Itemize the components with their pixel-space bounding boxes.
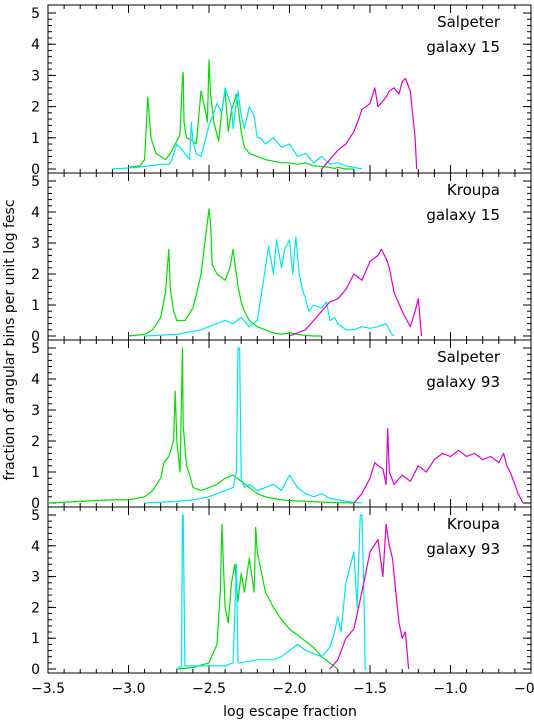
panel-annotation: Kroupa (447, 181, 500, 199)
y-tick-label: 2 (31, 600, 40, 616)
panels-group: 0 1 2 3 4 5 Salpeter galaxy 15 0 1 2 3 4 5 Kroupa galax… (31, 4, 534, 697)
panel-annotation: galaxy 15 (426, 206, 500, 224)
y-tick-label: 5 (31, 508, 40, 524)
panel-annotation: galaxy 93 (426, 540, 500, 558)
series-line (112, 87, 363, 170)
panel-2: 0 1 2 3 4 5 Kroupa galaxy 15 (31, 172, 532, 345)
y-tick-label: 1 (31, 298, 40, 314)
x-tick-label: −0.5 (514, 681, 534, 697)
y-tick-label: 2 (31, 100, 40, 116)
series-line (289, 248, 423, 337)
y-tick-label: 4 (31, 539, 40, 555)
panel-3: 0 1 2 3 4 5 Salpeter galaxy 93 (31, 339, 532, 512)
y-axis-label: fraction of angular bins per unit log fe… (2, 199, 18, 480)
y-tick-label: 5 (31, 6, 40, 22)
x-tick-label: −3.5 (31, 681, 65, 697)
y-tick-label: 4 (31, 205, 40, 221)
y-tick-label: 1 (31, 631, 40, 647)
x-tick-label: −2.5 (192, 681, 226, 697)
y-tick-label: 0 (31, 162, 40, 178)
y-tick-label: 1 (31, 131, 40, 147)
panel-4: 0 1 2 3 4 5 −3.5 −3.0 −2.5 −2.0 −1.5 −1.0 −0.5 Kroupa… (31, 506, 534, 697)
panel-annotation: galaxy 15 (426, 38, 500, 56)
y-tick-label: 3 (31, 403, 40, 419)
y-tick-label: 0 (31, 329, 40, 345)
y-tick-label: 2 (31, 267, 40, 283)
y-tick-label: 5 (31, 341, 40, 357)
series-line (329, 523, 410, 670)
y-tick-label: 3 (31, 236, 40, 252)
y-tick-label: 4 (31, 37, 40, 53)
y-tick-label: 2 (31, 434, 40, 450)
series-line (321, 77, 418, 170)
y-tick-label: 4 (31, 372, 40, 388)
series-line (128, 59, 354, 170)
y-tick-label: 5 (31, 174, 40, 190)
x-tick-label: −3.0 (112, 681, 146, 697)
panel-annotation: galaxy 93 (426, 373, 500, 391)
y-tick-label: 1 (31, 465, 40, 481)
series-line (176, 523, 339, 670)
y-tick-label: 0 (31, 662, 40, 678)
x-tick-label: −1.5 (353, 681, 387, 697)
series-line (144, 236, 395, 337)
y-tick-label: 3 (31, 68, 40, 84)
panel-annotation: Salpeter (437, 348, 501, 366)
x-tick-label: −2.0 (273, 681, 307, 697)
x-axis-label: log escape fraction (223, 704, 357, 720)
panel-annotation: Kroupa (447, 515, 500, 533)
x-tick-label: −1.0 (434, 681, 468, 697)
panel-1: 0 1 2 3 4 5 Salpeter galaxy 15 (31, 4, 532, 178)
series-line (144, 347, 362, 504)
panel-annotation: Salpeter (437, 13, 501, 31)
series-line (47, 347, 354, 504)
series-line (353, 428, 524, 504)
y-tick-label: 3 (31, 570, 40, 586)
series-line (128, 208, 322, 337)
series-line (176, 514, 367, 670)
y-tick-label: 0 (31, 496, 40, 512)
